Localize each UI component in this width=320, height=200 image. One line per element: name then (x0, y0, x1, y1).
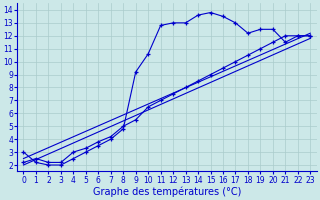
X-axis label: Graphe des températures (°C): Graphe des températures (°C) (93, 186, 241, 197)
